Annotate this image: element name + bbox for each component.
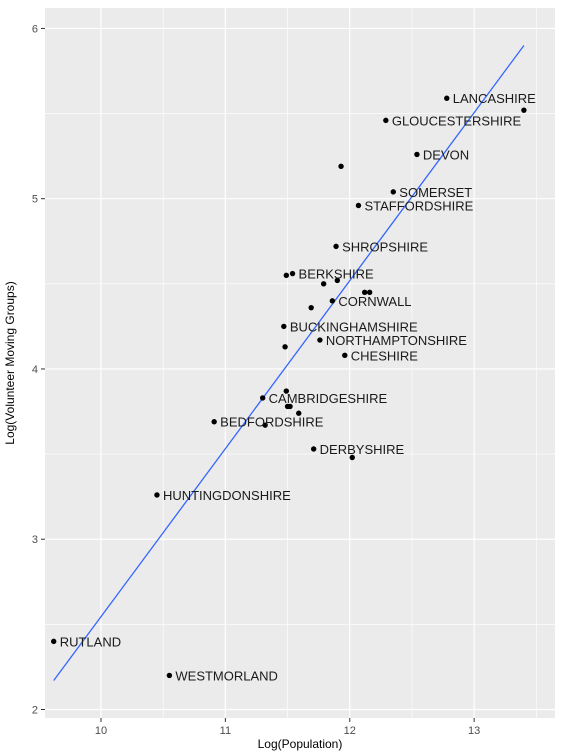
point-label: BEDFORDSHIRE [220, 415, 324, 430]
point-label: CAMBRIDGESHIRE [269, 391, 388, 406]
point-label: BUCKINGHAMSHIRE [290, 319, 418, 334]
data-point [390, 189, 396, 195]
data-point [51, 638, 57, 645]
point-label: DEVON [423, 147, 469, 162]
point-labels: RUTLAND WESTMORLAND HUNTINGDONSHIRE BEDFORD… [60, 91, 536, 683]
data-point [262, 422, 268, 428]
data-point [211, 419, 217, 425]
data-point [283, 272, 290, 279]
data-point [444, 95, 450, 101]
point-label: RUTLAND [60, 634, 121, 649]
y-tick-label: 3 [32, 534, 38, 546]
data-point [287, 403, 293, 410]
major-gridlines [45, 8, 555, 718]
data-point [329, 298, 336, 304]
point-label: HUNTINGDONSHIRE [163, 488, 291, 503]
data-point [281, 323, 287, 330]
point-label: WESTMORLAND [175, 668, 278, 683]
data-point [334, 277, 341, 284]
point-label: SOMERSET [399, 185, 472, 200]
data-point [259, 395, 266, 401]
point-label: BERKSHIRE [299, 267, 374, 282]
data-point [282, 344, 288, 350]
y-axis: 2 3 4 5 6 [32, 23, 45, 716]
data-point [320, 281, 327, 287]
data-point [308, 304, 314, 311]
point-label: STAFFORDSHIRE [364, 199, 473, 214]
x-tick-label: 11 [220, 725, 231, 737]
trend-line-group [53, 45, 525, 681]
point-label: LANCASHIRE [453, 91, 536, 106]
minor-gridlines [45, 8, 555, 718]
data-point [154, 492, 160, 498]
y-tick-label: 6 [32, 23, 38, 35]
data-point [317, 337, 323, 343]
data-point [383, 117, 389, 124]
data-point [349, 454, 355, 461]
data-points [51, 95, 527, 679]
data-point [166, 672, 173, 679]
point-label: GLOUCESTERSHIRE [392, 113, 522, 128]
point-label: CHESHIRE [351, 348, 419, 363]
x-axis: 10 11 12 13 [95, 718, 480, 737]
y-tick-label: 4 [32, 364, 38, 376]
data-point [342, 352, 348, 359]
x-tick-label: 13 [468, 725, 480, 737]
data-point [366, 289, 373, 296]
data-point [414, 151, 420, 158]
x-tick-label: 10 [95, 725, 107, 737]
panel-background [45, 8, 555, 718]
x-tick-label: 12 [344, 725, 356, 737]
y-tick-label: 2 [32, 704, 38, 716]
data-point [338, 163, 344, 170]
y-axis-title: Log(Volunteer Moving Groups) [3, 281, 17, 444]
data-point [333, 243, 339, 250]
y-tick-label: 5 [32, 194, 38, 206]
data-point [361, 289, 368, 296]
data-point [355, 202, 362, 209]
data-point [310, 446, 317, 452]
point-label: CORNWALL [338, 294, 411, 309]
x-axis-title: Log(Population) [258, 737, 343, 751]
point-label: SHROPSHIRE [342, 239, 428, 254]
data-point [521, 107, 527, 113]
point-label: NORTHAMPTONSHIRE [326, 333, 467, 348]
trend-line [53, 45, 525, 681]
data-point [296, 410, 302, 416]
point-label: DERBYSHIRE [320, 442, 405, 457]
data-point [289, 270, 296, 277]
data-point [283, 388, 290, 394]
